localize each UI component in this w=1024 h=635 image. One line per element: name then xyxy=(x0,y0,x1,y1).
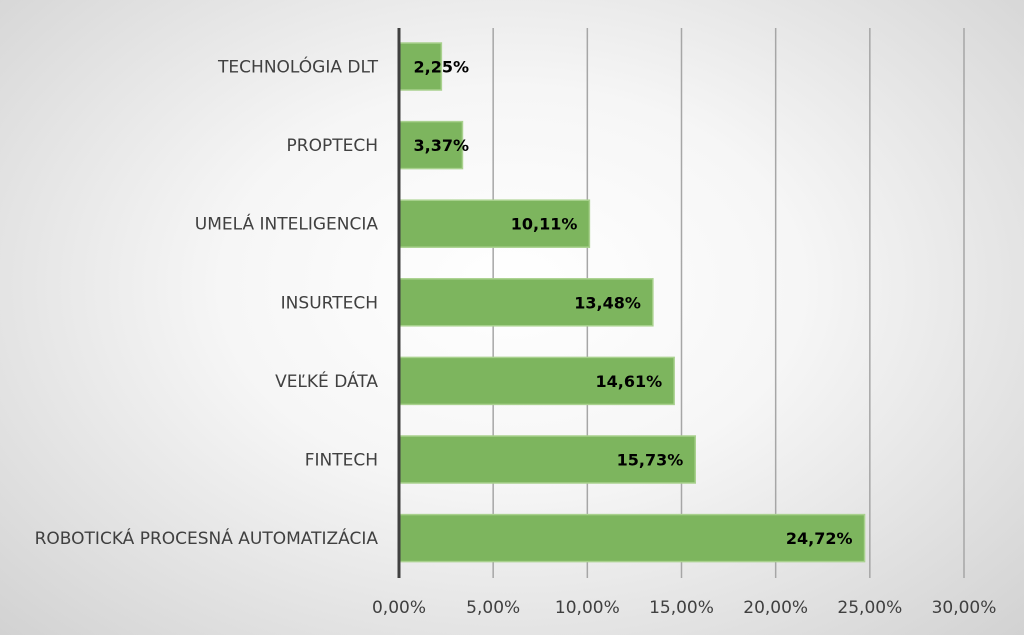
category-label: UMELÁ INTELIGENCIA xyxy=(195,213,379,235)
category-label: ROBOTICKÁ PROCESNÁ AUTOMATIZÁCIA xyxy=(35,527,379,549)
x-tick-label: 30,00% xyxy=(932,598,997,618)
category-label: PROPTECH xyxy=(287,136,378,156)
category-label: TECHNOLÓGIA DLT xyxy=(217,56,379,78)
x-tick-label: 25,00% xyxy=(837,598,902,618)
category-label: FINTECH xyxy=(305,451,378,471)
category-label: VEĽKÉ DÁTA xyxy=(275,370,378,392)
bar xyxy=(398,435,696,484)
bar xyxy=(398,513,866,563)
data-label: 15,73% xyxy=(617,451,684,470)
data-label: 10,11% xyxy=(511,215,578,234)
bar xyxy=(398,356,675,406)
data-label: 14,61% xyxy=(596,372,663,391)
data-label: 2,25% xyxy=(413,58,469,77)
data-label: 24,72% xyxy=(786,529,853,548)
x-tick-label: 10,00% xyxy=(555,598,620,618)
data-label: 3,37% xyxy=(413,136,469,155)
category-label: INSURTECH xyxy=(281,293,378,313)
x-tick-label: 5,00% xyxy=(466,598,520,618)
bar xyxy=(398,199,591,248)
x-tick-label: 20,00% xyxy=(743,598,808,618)
bar xyxy=(398,278,654,327)
x-tick-label: 15,00% xyxy=(649,598,714,618)
data-label: 13,48% xyxy=(574,293,641,312)
x-tick-label: 0,00% xyxy=(372,598,426,618)
bar xyxy=(398,42,443,91)
